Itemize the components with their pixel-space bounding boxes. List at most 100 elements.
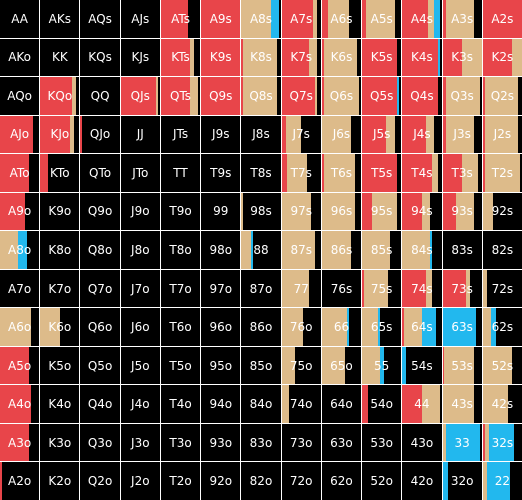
hand-cell[interactable]: K3o	[40, 423, 80, 462]
hand-cell[interactable]: KK	[40, 38, 80, 77]
hand-cell[interactable]: 74s	[402, 269, 442, 308]
hand-cell[interactable]: Q5s	[362, 77, 402, 115]
hand-cell[interactable]: 82o	[241, 462, 281, 500]
hand-cell[interactable]: J5o	[120, 346, 160, 385]
hand-cell[interactable]: A5o	[0, 346, 40, 385]
hand-cell[interactable]: T2o	[160, 462, 201, 500]
hand-cell[interactable]: T3o	[160, 423, 201, 462]
hand-cell[interactable]: T4s	[402, 154, 442, 192]
hand-cell[interactable]: J3o	[120, 423, 160, 462]
hand-cell[interactable]: Q9s	[201, 77, 241, 115]
hand-cell[interactable]: AQo	[0, 77, 40, 115]
hand-cell[interactable]: ATo	[0, 154, 40, 192]
hand-cell[interactable]: 93s	[442, 192, 482, 231]
hand-cell[interactable]: 63s	[442, 308, 482, 346]
hand-cell[interactable]: Q6o	[80, 308, 120, 346]
hand-cell[interactable]: 95s	[362, 192, 402, 231]
hand-cell[interactable]: 96o	[201, 308, 241, 346]
hand-cell[interactable]: 94s	[402, 192, 442, 231]
hand-cell[interactable]: QTs	[160, 77, 201, 115]
hand-cell[interactable]: Q6s	[321, 77, 362, 115]
hand-cell[interactable]: 98s	[241, 192, 281, 231]
hand-cell[interactable]: 65s	[362, 308, 402, 346]
hand-cell[interactable]: K4o	[40, 385, 80, 423]
hand-cell[interactable]: T3s	[442, 154, 482, 192]
hand-cell[interactable]: 82s	[482, 231, 522, 269]
hand-cell[interactable]: 63o	[321, 423, 362, 462]
hand-cell[interactable]: J6o	[120, 308, 160, 346]
hand-cell[interactable]: 55	[362, 346, 402, 385]
hand-cell[interactable]: 74o	[281, 385, 321, 423]
hand-cell[interactable]: 54s	[402, 346, 442, 385]
hand-cell[interactable]: 92o	[201, 462, 241, 500]
hand-cell[interactable]: KTs	[160, 38, 201, 77]
hand-cell[interactable]: K8s	[241, 38, 281, 77]
hand-cell[interactable]: AJs	[120, 0, 160, 38]
hand-cell[interactable]: 86o	[241, 308, 281, 346]
hand-cell[interactable]: QQ	[80, 77, 120, 115]
hand-cell[interactable]: 62s	[482, 308, 522, 346]
hand-cell[interactable]: 54o	[362, 385, 402, 423]
hand-cell[interactable]: K5o	[40, 346, 80, 385]
hand-cell[interactable]: 42s	[482, 385, 522, 423]
hand-cell[interactable]: 73o	[281, 423, 321, 462]
hand-cell[interactable]: J9s	[201, 115, 241, 154]
hand-cell[interactable]: 88	[241, 231, 281, 269]
hand-cell[interactable]: A6o	[0, 308, 40, 346]
hand-cell[interactable]: 84s	[402, 231, 442, 269]
hand-cell[interactable]: 97o	[201, 269, 241, 308]
hand-cell[interactable]: 75o	[281, 346, 321, 385]
hand-cell[interactable]: 33	[442, 423, 482, 462]
hand-cell[interactable]: K6s	[321, 38, 362, 77]
hand-cell[interactable]: J2s	[482, 115, 522, 154]
hand-cell[interactable]: AJo	[0, 115, 40, 154]
hand-cell[interactable]: 98o	[201, 231, 241, 269]
hand-cell[interactable]: 52s	[482, 346, 522, 385]
hand-cell[interactable]: 43s	[442, 385, 482, 423]
hand-cell[interactable]: A5s	[362, 0, 402, 38]
hand-cell[interactable]: 52o	[362, 462, 402, 500]
hand-cell[interactable]: 76s	[321, 269, 362, 308]
hand-cell[interactable]: KJs	[120, 38, 160, 77]
hand-cell[interactable]: KQs	[80, 38, 120, 77]
hand-cell[interactable]: Q4o	[80, 385, 120, 423]
hand-cell[interactable]: QJo	[80, 115, 120, 154]
hand-cell[interactable]: 32o	[442, 462, 482, 500]
hand-cell[interactable]: 43o	[402, 423, 442, 462]
hand-cell[interactable]: AQs	[80, 0, 120, 38]
hand-cell[interactable]: KTo	[40, 154, 80, 192]
hand-cell[interactable]: Q3s	[442, 77, 482, 115]
hand-cell[interactable]: TT	[160, 154, 201, 192]
hand-cell[interactable]: JJ	[120, 115, 160, 154]
hand-cell[interactable]: JTo	[120, 154, 160, 192]
hand-cell[interactable]: T6o	[160, 308, 201, 346]
hand-cell[interactable]: K8o	[40, 231, 80, 269]
hand-cell[interactable]: 62o	[321, 462, 362, 500]
hand-cell[interactable]: Q9o	[80, 192, 120, 231]
hand-cell[interactable]: KJo	[40, 115, 80, 154]
hand-cell[interactable]: Q2o	[80, 462, 120, 500]
hand-cell[interactable]: ATs	[160, 0, 201, 38]
hand-cell[interactable]: A9o	[0, 192, 40, 231]
hand-cell[interactable]: 85o	[241, 346, 281, 385]
hand-cell[interactable]: JTs	[160, 115, 201, 154]
hand-cell[interactable]: 83s	[442, 231, 482, 269]
hand-cell[interactable]: 64o	[321, 385, 362, 423]
hand-cell[interactable]: 75s	[362, 269, 402, 308]
hand-cell[interactable]: QJs	[120, 77, 160, 115]
hand-cell[interactable]: T7o	[160, 269, 201, 308]
hand-cell[interactable]: 64s	[402, 308, 442, 346]
hand-cell[interactable]: AKs	[40, 0, 80, 38]
hand-cell[interactable]: K9s	[201, 38, 241, 77]
hand-cell[interactable]: K4s	[402, 38, 442, 77]
hand-cell[interactable]: T9s	[201, 154, 241, 192]
hand-cell[interactable]: J4s	[402, 115, 442, 154]
hand-cell[interactable]: T8o	[160, 231, 201, 269]
hand-cell[interactable]: 53s	[442, 346, 482, 385]
hand-cell[interactable]: J5s	[362, 115, 402, 154]
hand-cell[interactable]: Q3o	[80, 423, 120, 462]
hand-cell[interactable]: K2o	[40, 462, 80, 500]
hand-cell[interactable]: Q5o	[80, 346, 120, 385]
hand-cell[interactable]: 87o	[241, 269, 281, 308]
hand-cell[interactable]: A7o	[0, 269, 40, 308]
